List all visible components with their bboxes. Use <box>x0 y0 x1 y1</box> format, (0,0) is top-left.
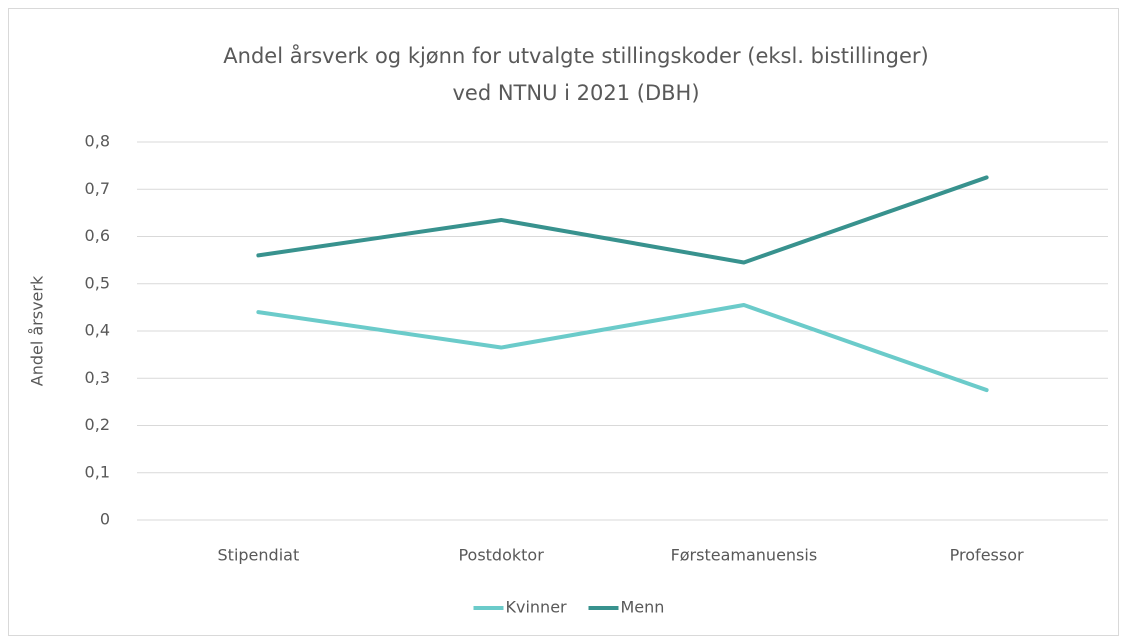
y-axis-label: Andel årsverk <box>28 275 47 386</box>
x-tick-label: Postdoktor <box>458 546 544 565</box>
series-line <box>256 175 989 265</box>
y-tick-label: 0,7 <box>85 179 110 198</box>
y-tick-label: 0,4 <box>85 321 110 340</box>
legend-label: Kvinner <box>506 598 568 617</box>
series-line <box>256 303 989 393</box>
chart-title: ved NTNU i 2021 (DBH) <box>452 81 699 105</box>
x-tick-label: Førsteamanuensis <box>671 546 818 565</box>
y-tick-label: 0,6 <box>85 226 110 245</box>
y-tick-label: 0,1 <box>85 462 110 481</box>
legend-label: Menn <box>621 598 665 617</box>
x-tick-label: Professor <box>950 546 1024 565</box>
chart-frame <box>8 8 1119 636</box>
y-tick-label: 0,8 <box>85 132 110 151</box>
chart-title: Andel årsverk og kjønn for utvalgte stil… <box>223 43 928 68</box>
y-tick-label: 0,2 <box>85 415 110 434</box>
y-tick-label: 0,5 <box>85 273 110 292</box>
x-tick-label: Stipendiat <box>218 546 300 565</box>
y-tick-label: 0,3 <box>85 368 110 387</box>
y-tick-label: 0 <box>100 510 110 529</box>
